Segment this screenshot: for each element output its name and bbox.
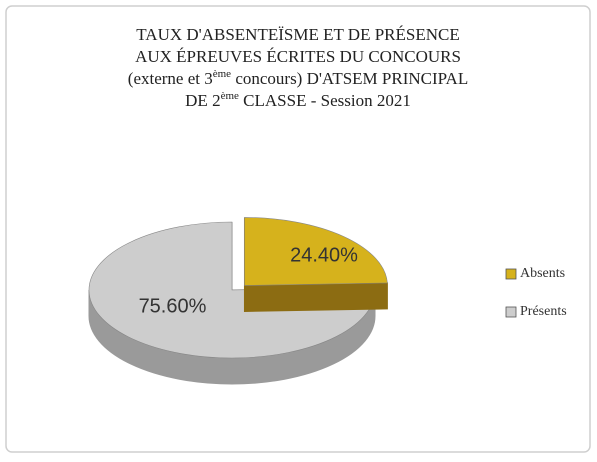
legend-swatch	[505, 306, 517, 318]
slice-cut-face	[243, 282, 388, 312]
chart-title-line: DE 2ème CLASSE - Session 2021	[185, 90, 411, 110]
data-label: 24.40%	[290, 244, 358, 266]
title-text: TAUX D'ABSENTEÏSME ET DE PRÉSENCE	[136, 25, 459, 44]
title-text: DE 2	[185, 91, 220, 110]
title-superscript: ème	[221, 90, 239, 102]
legend-label: Présents	[520, 304, 567, 319]
title-text: (externe et 3	[128, 69, 213, 88]
legend-swatch	[505, 268, 517, 280]
pie-slice	[243, 217, 388, 312]
title-text: CLASSE - Session 2021	[239, 91, 411, 110]
legend-label: Absents	[520, 266, 565, 281]
slice-top	[244, 217, 388, 286]
chart-title-line: TAUX D'ABSENTEÏSME ET DE PRÉSENCE	[136, 25, 459, 44]
title-text: AUX ÉPREUVES ÉCRITES DU CONCOURS	[135, 47, 461, 66]
title-text: concours) D'ATSEM PRINCIPAL	[231, 69, 468, 88]
slice-top	[88, 221, 376, 359]
title-superscript: ème	[213, 68, 231, 80]
data-label: 75.60%	[139, 296, 207, 318]
chart-title-line: (externe et 3ème concours) D'ATSEM PRINC…	[128, 68, 468, 88]
chart-title-line: AUX ÉPREUVES ÉCRITES DU CONCOURS	[135, 47, 461, 66]
